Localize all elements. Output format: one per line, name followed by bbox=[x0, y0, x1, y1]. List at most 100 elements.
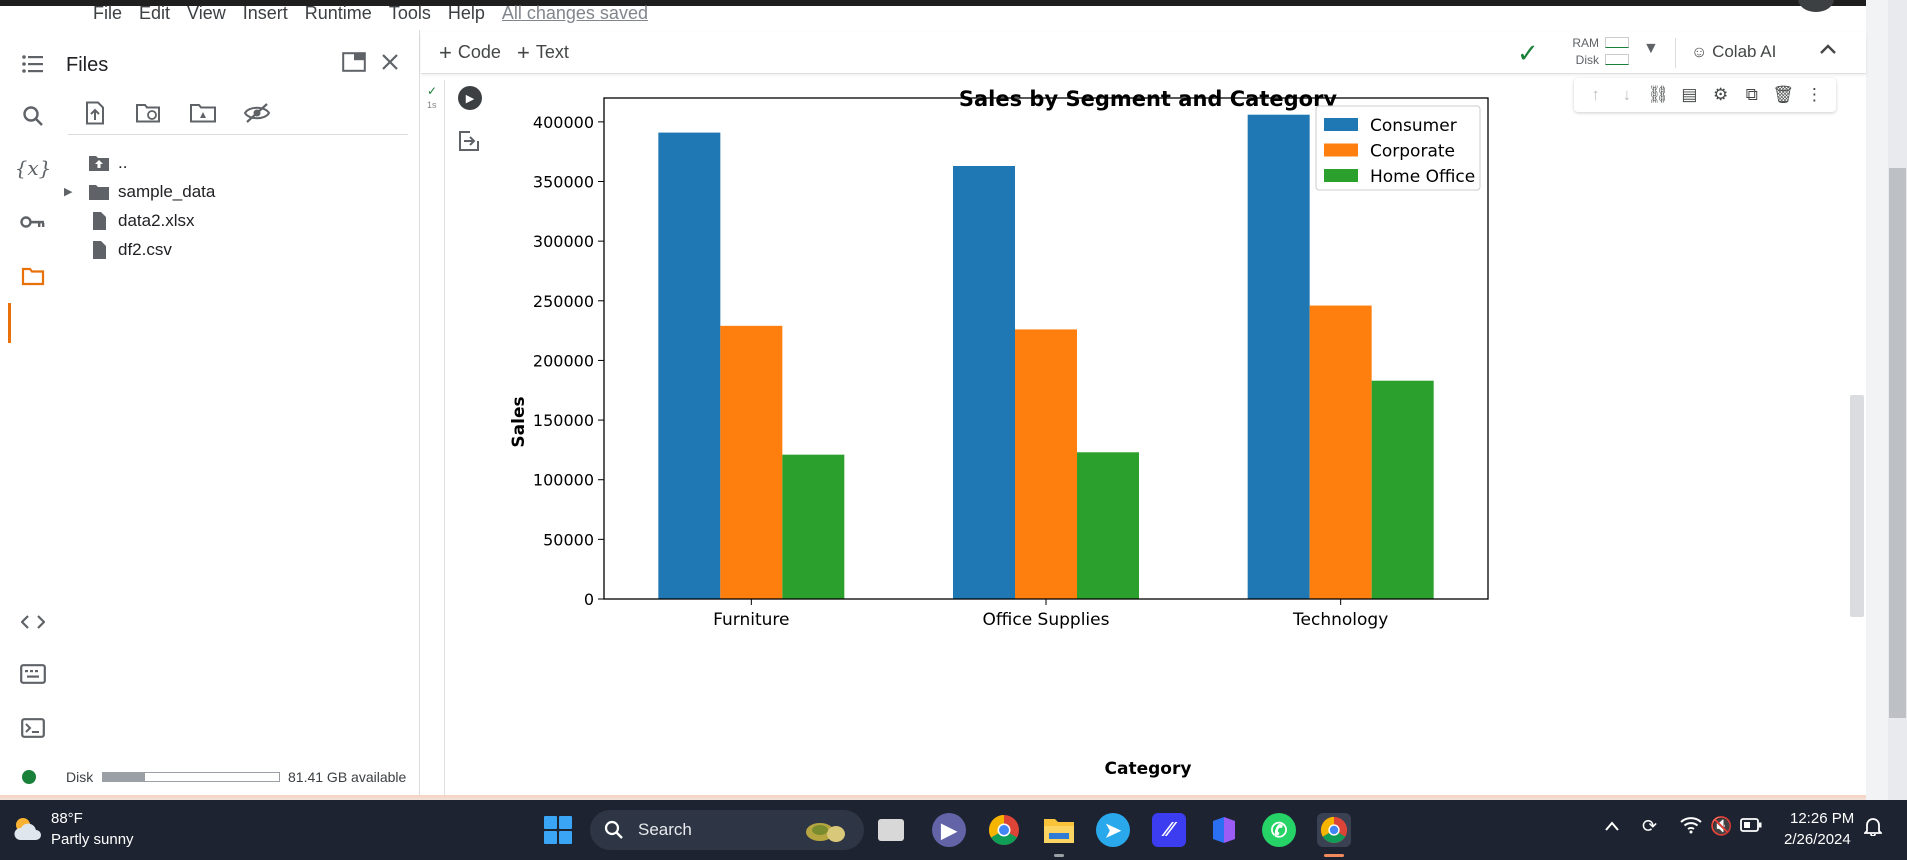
mirror-cell-icon[interactable]: ⧉ bbox=[1745, 85, 1758, 104]
menu-file[interactable]: File bbox=[93, 2, 123, 23]
add-code-button[interactable]: + Code bbox=[439, 41, 501, 63]
upload-file-icon[interactable] bbox=[78, 96, 112, 130]
menu-help[interactable]: Help bbox=[447, 2, 485, 23]
clock-time[interactable]: 12:26 PM bbox=[1790, 810, 1855, 827]
move-up-icon[interactable]: ↑ bbox=[1591, 85, 1600, 104]
file-icon bbox=[93, 240, 106, 259]
secrets-key-icon[interactable] bbox=[20, 209, 46, 235]
runtime-dropdown-icon[interactable]: ▼ bbox=[1643, 40, 1659, 57]
add-text-button[interactable]: + Text bbox=[517, 39, 569, 65]
notebook-toolbar: + Code + Text ✓ RAM Disk ▼ ☺ Colab AI bbox=[421, 32, 1866, 74]
tree-item-parent[interactable]: .. bbox=[58, 148, 408, 177]
plus-icon: + bbox=[517, 39, 530, 65]
save-status-link[interactable]: All changes saved bbox=[501, 2, 648, 23]
hide-files-icon[interactable] bbox=[240, 96, 274, 130]
file-explorer-icon[interactable] bbox=[1042, 813, 1076, 847]
link-icon[interactable]: ⛓ bbox=[1647, 85, 1669, 104]
disk-meter bbox=[1605, 54, 1629, 65]
search-icon[interactable] bbox=[20, 103, 46, 129]
output-actions-icon[interactable] bbox=[458, 130, 482, 154]
table-of-contents-icon[interactable] bbox=[20, 51, 46, 77]
x-tick-label: Technology bbox=[1292, 610, 1388, 630]
tree-item-label: df2.csv bbox=[118, 239, 172, 259]
disk-meter-label: Disk bbox=[1575, 52, 1599, 67]
taskbar-search-box[interactable]: Search bbox=[590, 810, 864, 850]
expand-caret-icon[interactable]: ▶ bbox=[64, 186, 73, 198]
bar-chart: Sales by Segment and Category 0 50000 1000… bbox=[509, 87, 1489, 779]
collapse-header-icon[interactable] bbox=[1819, 38, 1837, 61]
menu-insert[interactable]: Insert bbox=[242, 2, 288, 23]
search-icon bbox=[604, 820, 623, 839]
cell-gutter bbox=[421, 80, 445, 795]
close-icon[interactable] bbox=[376, 48, 404, 76]
chrome-active-indicator bbox=[1324, 854, 1344, 857]
disk-label: Disk bbox=[66, 769, 94, 785]
run-cell-button[interactable]: ▶ bbox=[458, 86, 482, 110]
x-tick-label: Furniture bbox=[713, 610, 789, 630]
resource-monitor[interactable]: RAM Disk bbox=[1559, 34, 1629, 68]
disk-available-text: 81.41 GB available bbox=[288, 769, 407, 785]
sync-icon[interactable]: ⟳ bbox=[1642, 816, 1658, 836]
account-avatar[interactable] bbox=[1798, 0, 1834, 12]
copilot-icon[interactable] bbox=[1207, 813, 1241, 847]
chart-title: Sales by Segment and Category bbox=[959, 87, 1338, 111]
menu-edit[interactable]: Edit bbox=[139, 2, 171, 23]
y-tick-label: 100000 bbox=[533, 471, 594, 490]
tree-item-data2-xlsx[interactable]: data2.xlsx bbox=[58, 206, 408, 235]
move-down-icon[interactable]: ↓ bbox=[1622, 85, 1632, 104]
bar-consumer-office-supplies bbox=[953, 165, 1015, 599]
start-windows-icon[interactable] bbox=[541, 813, 575, 847]
chrome-icon[interactable] bbox=[987, 813, 1021, 847]
tree-item-sample-data[interactable]: ▶ sample_data bbox=[58, 177, 408, 206]
menu-view[interactable]: View bbox=[187, 2, 226, 23]
settings-gear-icon[interactable]: ⚙ bbox=[1713, 85, 1729, 104]
editor-app-icon[interactable]: ⁄⁄ bbox=[1152, 813, 1186, 847]
mount-drive-icon[interactable] bbox=[186, 96, 220, 130]
y-tick-label: 150000 bbox=[533, 411, 594, 430]
left-rail: {x} bbox=[8, 45, 58, 795]
delete-icon[interactable]: 🗑 bbox=[1772, 85, 1794, 104]
notifications-bell-icon[interactable] bbox=[1862, 816, 1884, 841]
x-tick-label: Office Supplies bbox=[983, 610, 1110, 630]
volume-muted-icon[interactable]: 🔇 bbox=[1710, 816, 1733, 836]
task-view-icon[interactable] bbox=[878, 819, 904, 841]
teams-chat-icon[interactable]: ▶ bbox=[932, 813, 966, 847]
bar-consumer-technology bbox=[1247, 114, 1310, 599]
y-tick-label: 250000 bbox=[533, 292, 594, 311]
window-scrollbar-thumb[interactable] bbox=[1889, 168, 1906, 718]
command-palette-icon[interactable] bbox=[20, 661, 46, 687]
weather-description[interactable]: Partly sunny bbox=[51, 831, 134, 848]
x-axis-label: Category bbox=[1105, 759, 1192, 779]
more-options-icon[interactable]: ⋮ bbox=[1805, 85, 1823, 104]
wifi-icon[interactable] bbox=[1680, 816, 1702, 839]
show-hidden-icons-chevron-icon[interactable] bbox=[1604, 816, 1620, 837]
tree-item-df2-csv[interactable]: df2.csv bbox=[58, 235, 408, 264]
menu-tools[interactable]: Tools bbox=[388, 2, 431, 23]
files-folder-icon[interactable] bbox=[20, 263, 46, 289]
variables-icon[interactable]: {x} bbox=[14, 156, 52, 180]
refresh-folder-icon[interactable] bbox=[132, 96, 166, 130]
ram-meter bbox=[1605, 37, 1629, 48]
legend-label: Consumer bbox=[1370, 116, 1457, 136]
open-in-tab-icon[interactable] bbox=[340, 48, 368, 76]
files-toolbar bbox=[78, 96, 274, 132]
notebook-scrollbar-thumb[interactable] bbox=[1850, 395, 1864, 617]
tree-item-label: data2.xlsx bbox=[118, 210, 195, 230]
telegram-icon[interactable]: ➤ bbox=[1096, 813, 1130, 847]
add-code-label: Code bbox=[457, 42, 501, 62]
colab-ai-button[interactable]: ☺ Colab AI bbox=[1691, 42, 1776, 62]
weather-temperature[interactable]: 88°F bbox=[51, 810, 83, 827]
y-tick-label: 300000 bbox=[533, 232, 594, 251]
chrome-profile-icon[interactable] bbox=[1317, 813, 1351, 847]
battery-icon[interactable] bbox=[1740, 816, 1762, 837]
whatsapp-icon[interactable]: ✆ bbox=[1262, 813, 1296, 847]
clock-date[interactable]: 2/26/2024 bbox=[1784, 831, 1851, 848]
menu-runtime[interactable]: Runtime bbox=[304, 2, 372, 23]
code-snippets-icon[interactable] bbox=[20, 609, 46, 635]
files-divider bbox=[68, 134, 408, 135]
windows-taskbar: 88°F Partly sunny Search ▶ ➤ ⁄⁄ ✆ bbox=[0, 800, 1907, 860]
partly-sunny-icon[interactable] bbox=[12, 814, 44, 844]
parent-folder-icon bbox=[89, 155, 109, 171]
terminal-icon[interactable] bbox=[20, 715, 46, 741]
comment-icon[interactable]: ▤ bbox=[1681, 85, 1698, 104]
